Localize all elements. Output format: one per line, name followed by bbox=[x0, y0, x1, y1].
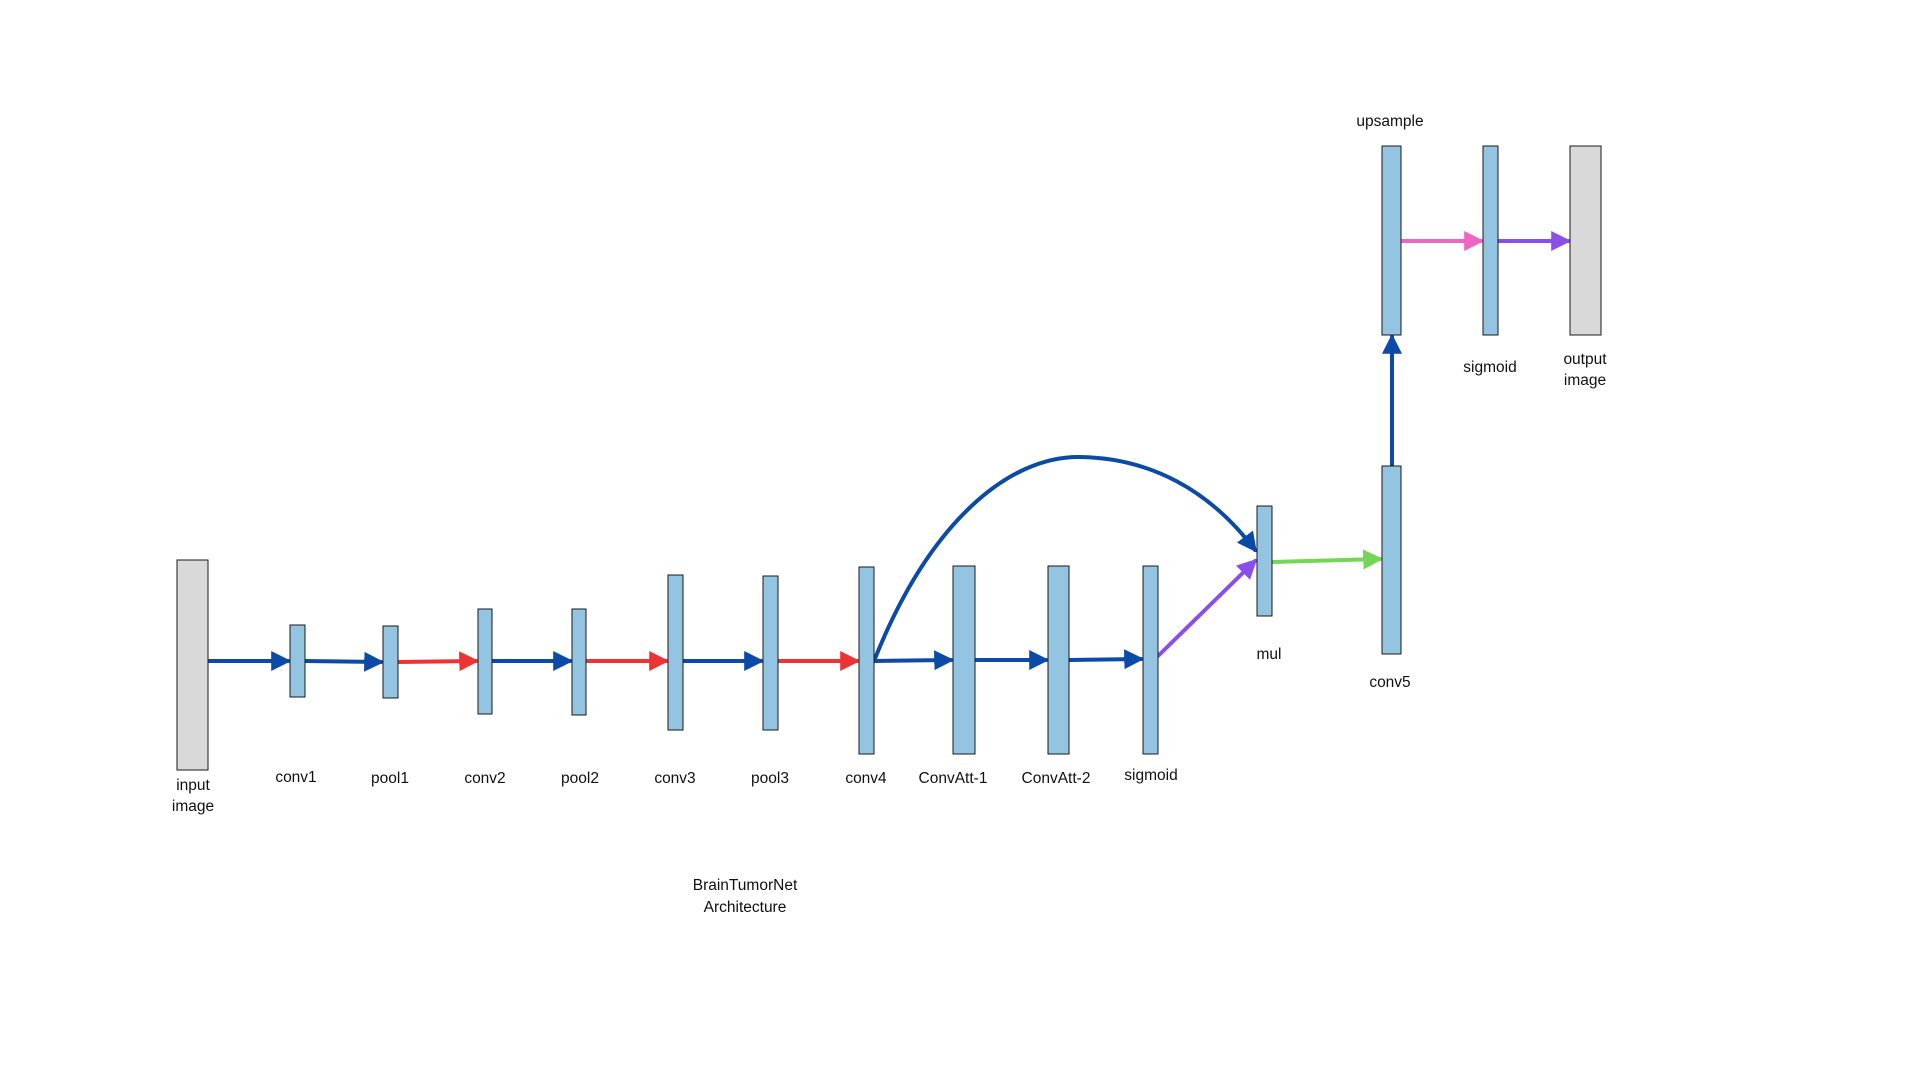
block-sigmoid1 bbox=[1142, 565, 1159, 755]
block-conv1 bbox=[289, 624, 306, 698]
label-pool3: pool3 bbox=[751, 770, 789, 787]
block-pool3 bbox=[762, 575, 779, 731]
block-conv3 bbox=[667, 574, 684, 731]
block-conv5 bbox=[1381, 465, 1402, 655]
arrow-convatt2-to-sigmoid1 bbox=[1067, 649, 1145, 670]
label-conv3: conv3 bbox=[654, 770, 695, 787]
label-input: input image bbox=[172, 777, 214, 815]
label-sigmoid2: sigmoid bbox=[1463, 359, 1516, 376]
label-convatt2: ConvAtt-2 bbox=[1022, 770, 1091, 787]
label-conv1: conv1 bbox=[275, 769, 316, 786]
arrow-sigmoid1-to-mul bbox=[1156, 558, 1258, 658]
block-output bbox=[1569, 145, 1602, 336]
block-layer bbox=[176, 145, 1602, 771]
block-conv4 bbox=[858, 566, 875, 755]
block-sigmoid2 bbox=[1482, 145, 1499, 336]
edge-layer bbox=[206, 231, 1572, 672]
diagram-title-line-1: BrainTumorNet bbox=[693, 877, 798, 894]
label-layer: input image conv1 pool1 conv2 pool2 conv3 pool3… bbox=[172, 113, 1607, 815]
arrow-pool1-to-conv2 bbox=[396, 651, 480, 672]
label-upsample: upsample bbox=[1356, 113, 1423, 130]
label-pool1: pool1 bbox=[371, 770, 409, 787]
label-output: output image bbox=[1563, 351, 1607, 389]
block-pool2 bbox=[571, 608, 587, 716]
diagram-title-line-2: Architecture bbox=[704, 899, 787, 916]
arrow-conv1-to-pool1 bbox=[303, 651, 385, 672]
label-sigmoid1: sigmoid bbox=[1124, 767, 1177, 784]
block-convatt2 bbox=[1047, 565, 1070, 755]
label-conv2: conv2 bbox=[464, 770, 505, 787]
block-input bbox=[176, 559, 209, 771]
block-conv2 bbox=[477, 608, 493, 715]
label-mul: mul bbox=[1257, 646, 1282, 663]
label-conv4: conv4 bbox=[845, 770, 887, 787]
label-conv5: conv5 bbox=[1369, 674, 1410, 691]
block-convatt1 bbox=[952, 565, 976, 755]
arrow-conv4-to-mul bbox=[872, 454, 1257, 663]
label-pool2: pool2 bbox=[561, 770, 599, 787]
arrow-conv4-to-convatt1 bbox=[872, 650, 955, 671]
block-upsample bbox=[1381, 145, 1402, 336]
label-convatt1: ConvAtt-1 bbox=[919, 770, 988, 787]
arrow-mul-to-conv5 bbox=[1270, 549, 1384, 570]
block-mul bbox=[1256, 505, 1273, 617]
block-pool1 bbox=[382, 625, 399, 699]
